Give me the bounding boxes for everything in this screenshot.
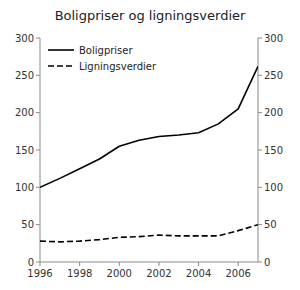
x-tick-label: 2000 bbox=[107, 268, 132, 279]
legend-swatch bbox=[48, 65, 74, 67]
legend-swatch bbox=[48, 49, 74, 51]
y-tick bbox=[36, 112, 40, 113]
y-tick-label: 0 bbox=[28, 257, 34, 268]
y2-tick-label: 50 bbox=[264, 219, 277, 230]
y2-tick bbox=[258, 112, 262, 113]
x-tick bbox=[158, 262, 159, 266]
x-tick bbox=[40, 262, 41, 266]
y2-tick-label: 150 bbox=[264, 145, 283, 156]
y-tick bbox=[36, 150, 40, 151]
series-line bbox=[40, 225, 258, 242]
y2-tick bbox=[258, 224, 262, 225]
x-tick-label: 1998 bbox=[67, 268, 92, 279]
legend-label: Ligningsverdier bbox=[79, 61, 157, 72]
y-tick-label: 250 bbox=[15, 70, 34, 81]
y2-tick bbox=[258, 150, 262, 151]
y-tick bbox=[36, 224, 40, 225]
y2-tick bbox=[258, 38, 262, 39]
x-tick-label: 2006 bbox=[225, 268, 250, 279]
x-tick-label: 1996 bbox=[27, 268, 52, 279]
y2-tick-label: 100 bbox=[264, 182, 283, 193]
y-tick-label: 300 bbox=[15, 33, 34, 44]
legend: Boligpriser Ligningsverdier bbox=[48, 45, 157, 72]
y2-tick bbox=[258, 75, 262, 76]
y2-tick bbox=[258, 187, 262, 188]
chart: Boligpriser og ligningsverdier 1996 1998 20… bbox=[0, 0, 300, 290]
y2-tick-label: 0 bbox=[264, 257, 270, 268]
y-tick bbox=[36, 38, 40, 39]
title: Boligpriser og ligningsverdier bbox=[55, 8, 246, 23]
x-tick bbox=[198, 262, 199, 266]
x-axis-line bbox=[40, 262, 258, 263]
x-tick bbox=[238, 262, 239, 266]
y2-tick-label: 200 bbox=[264, 107, 283, 118]
x-tick bbox=[119, 262, 120, 266]
y-tick-label: 150 bbox=[15, 145, 34, 156]
y-tick bbox=[36, 187, 40, 188]
y2-tick-label: 300 bbox=[264, 33, 283, 44]
plot-area bbox=[40, 66, 258, 241]
x-tick-label: 2004 bbox=[186, 268, 211, 279]
x-tick bbox=[79, 262, 80, 266]
x-tick-label: 2002 bbox=[146, 268, 171, 279]
y-tick-label: 200 bbox=[15, 107, 34, 118]
y-tick-label: 100 bbox=[15, 182, 34, 193]
series-line bbox=[40, 66, 258, 187]
y-tick bbox=[36, 262, 40, 263]
y2-tick-label: 250 bbox=[264, 70, 283, 81]
y-tick-label: 50 bbox=[21, 219, 34, 230]
y2-tick bbox=[258, 262, 262, 263]
y-tick bbox=[36, 75, 40, 76]
legend-label: Boligpriser bbox=[79, 45, 133, 56]
